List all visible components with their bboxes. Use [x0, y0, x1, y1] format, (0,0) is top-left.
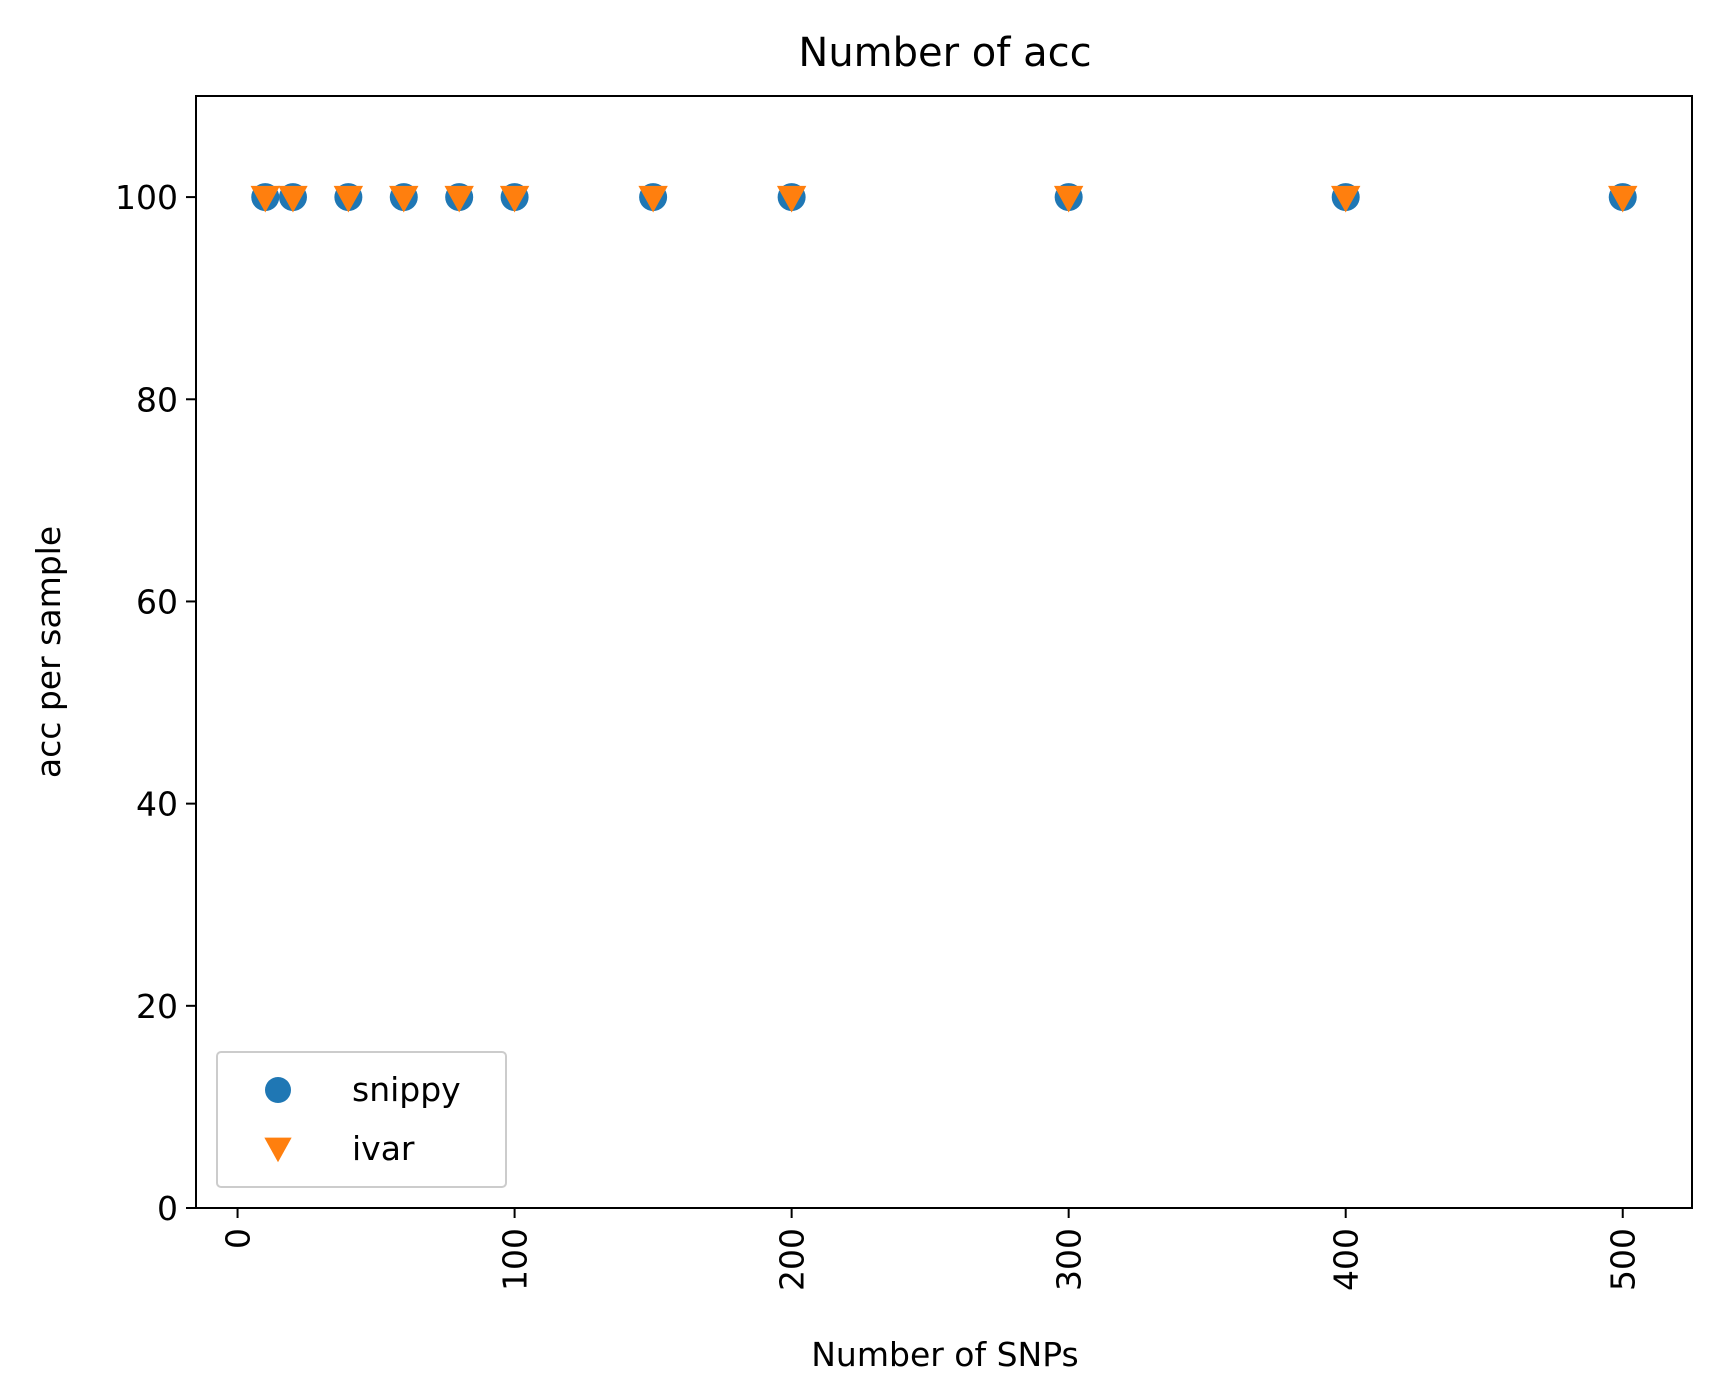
x-tick-label: 0	[219, 1228, 258, 1249]
x-tick-label: 400	[1327, 1228, 1366, 1291]
y-tick-label: 100	[115, 178, 178, 217]
legend-marker-snippy	[265, 1077, 291, 1103]
plot-area-frame	[195, 95, 1693, 1209]
point-ivar	[444, 185, 474, 213]
point-ivar	[333, 185, 364, 213]
point-ivar	[389, 185, 419, 213]
x-tick-label: 500	[1604, 1228, 1643, 1291]
y-axis-label: acc per sample	[29, 526, 68, 778]
point-ivar	[776, 185, 807, 213]
legend-label-ivar: ivar	[352, 1129, 415, 1168]
point-ivar	[278, 185, 308, 213]
x-tick-label: 200	[773, 1228, 812, 1291]
x-axis-ticks: 0 100 200 300 400 500	[219, 1208, 1643, 1291]
point-ivar	[1331, 185, 1361, 213]
point-ivar	[1053, 185, 1084, 213]
y-tick-label: 60	[136, 582, 178, 621]
x-tick-label: 100	[496, 1228, 535, 1291]
y-tick-label: 40	[136, 785, 178, 824]
y-tick-label: 20	[136, 987, 178, 1026]
x-tick-label: 300	[1050, 1228, 1089, 1291]
point-ivar	[1608, 185, 1638, 213]
x-axis-label: Number of SNPs	[811, 1335, 1079, 1374]
y-tick-label: 0	[157, 1189, 178, 1228]
plot-points	[250, 183, 1638, 213]
point-ivar	[638, 185, 668, 213]
legend: snippy ivar	[216, 1051, 507, 1188]
chart-title: Number of acc	[798, 30, 1091, 76]
y-axis-ticks: 0 20 40 60 80 100	[115, 178, 196, 1228]
point-ivar	[499, 185, 530, 213]
legend-label-snippy: snippy	[352, 1070, 461, 1109]
legend-marker-ivar	[264, 1137, 292, 1163]
point-ivar	[250, 185, 280, 213]
y-tick-label: 80	[136, 380, 178, 419]
